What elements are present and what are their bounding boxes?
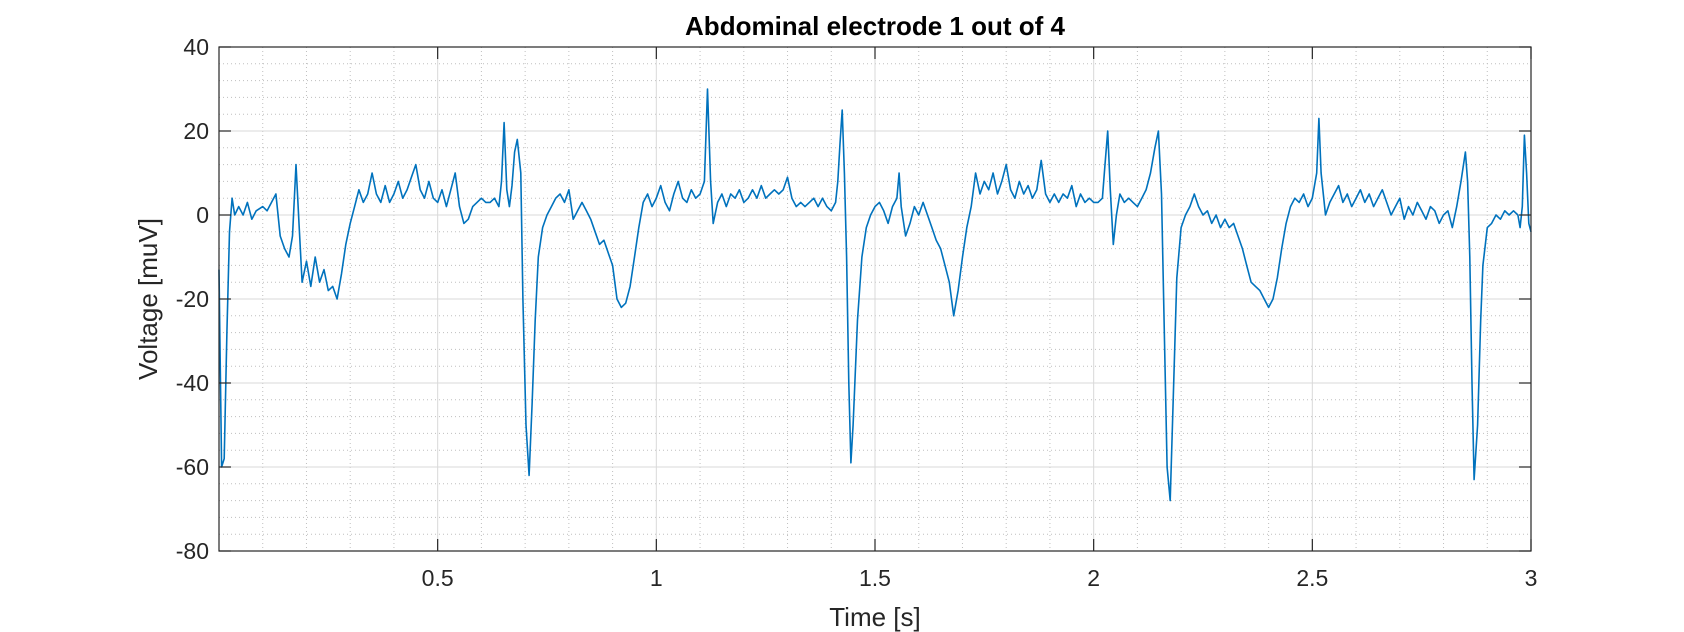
- x-tick-label: 3: [1525, 565, 1538, 591]
- y-tick-label: 20: [183, 118, 209, 144]
- tick-labels: 0.5 1 1.5 2 2.5 3 40 20 0 -20 -40 -60 -80: [176, 34, 1538, 591]
- series-layer: [218, 88, 1532, 502]
- y-tick-label: -80: [176, 538, 209, 564]
- y-tick-label: -20: [176, 286, 209, 312]
- y-tick-label: 40: [183, 34, 209, 60]
- series-line: [218, 88, 1532, 502]
- x-axis-label: Time [s]: [829, 602, 920, 632]
- x-tick-label: 1.5: [859, 565, 891, 591]
- y-tick-label: -40: [176, 370, 209, 396]
- y-axis-label: Voltage [muV]: [133, 218, 163, 380]
- chart-title: Abdominal electrode 1 out of 4: [685, 11, 1065, 41]
- ticks: [219, 46, 1532, 552]
- x-tick-label: 2: [1087, 565, 1100, 591]
- y-tick-label: -60: [176, 454, 209, 480]
- x-tick-label: 2.5: [1296, 565, 1328, 591]
- x-tick-label: 0.5: [422, 565, 454, 591]
- x-tick-label: 1: [650, 565, 663, 591]
- y-tick-label: 0: [196, 202, 209, 228]
